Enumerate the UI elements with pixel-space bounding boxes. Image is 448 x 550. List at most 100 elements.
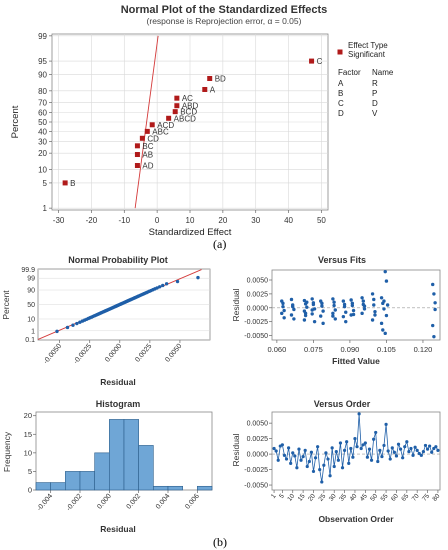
effects-x-tick-label: 50 bbox=[317, 216, 326, 225]
effect-point-label: BD bbox=[215, 74, 226, 83]
legend-effect-type-title: Effect Type bbox=[348, 41, 388, 50]
hist-ylabel: Frequency bbox=[2, 431, 12, 472]
order-point bbox=[386, 449, 390, 453]
order-point bbox=[421, 450, 426, 454]
order-point bbox=[318, 467, 322, 472]
order-point bbox=[274, 449, 278, 453]
npp-point bbox=[155, 286, 159, 290]
effects-y-tick-label: 60 bbox=[38, 109, 47, 118]
fits-point bbox=[382, 307, 386, 311]
npp-x-tick-label: -0.0025 bbox=[73, 343, 94, 366]
hist-bar bbox=[109, 419, 125, 491]
npp-points bbox=[55, 275, 200, 334]
order-point bbox=[372, 437, 376, 441]
fits-point bbox=[292, 307, 296, 312]
npp-x-tick-label: 0.0050 bbox=[164, 343, 183, 364]
order-x-tick-label: 15 bbox=[297, 492, 307, 502]
fits-point bbox=[321, 309, 325, 313]
effect-point-label: ACD bbox=[157, 121, 174, 130]
effects-x-tick-label: -10 bbox=[119, 216, 131, 225]
fits-point bbox=[372, 303, 376, 307]
fits-title: Versus Fits bbox=[318, 255, 366, 265]
npp-y-tick-label: 0.1 bbox=[25, 337, 35, 344]
order-point bbox=[324, 451, 328, 455]
effects-title: Normal Plot of the Standardized Effects bbox=[121, 4, 328, 16]
fits-point bbox=[311, 301, 316, 305]
order-point bbox=[363, 441, 367, 445]
order-xlabel: Observation Order bbox=[318, 514, 394, 524]
order-x-tick-label: 35 bbox=[338, 492, 348, 502]
hist-y-tick-label: 0 bbox=[28, 486, 32, 495]
fits-x-tick-label: 0.105 bbox=[377, 345, 396, 354]
order-point bbox=[311, 469, 316, 474]
fits-y-tick-label: 0.0000 bbox=[247, 305, 269, 312]
npp-ylabel: Percent bbox=[1, 290, 11, 320]
order-point bbox=[338, 441, 343, 445]
order-x-tick-label: 65 bbox=[400, 492, 410, 502]
fits-y-tick-label: 0.0050 bbox=[247, 278, 269, 285]
effects-grid bbox=[52, 34, 328, 210]
order-point bbox=[411, 453, 415, 457]
effects-y-tick-label: 1 bbox=[43, 204, 48, 213]
npp-point bbox=[157, 285, 162, 289]
npp-y-tick-label: 1 bbox=[31, 328, 35, 335]
hist-bar bbox=[167, 485, 183, 491]
order-point bbox=[394, 454, 399, 458]
fits-point bbox=[351, 308, 356, 313]
hist-bar bbox=[50, 482, 66, 491]
fits-y-tick-label: 0.0025 bbox=[247, 291, 269, 298]
order-point bbox=[390, 446, 394, 450]
order-point bbox=[299, 458, 303, 462]
legend-factor-header: Factor bbox=[338, 68, 361, 77]
effects-y-tick-label: 30 bbox=[38, 137, 47, 146]
fits-xlabel: Fitted Value bbox=[332, 356, 380, 366]
fits-point bbox=[305, 305, 309, 309]
hist-bar bbox=[35, 482, 51, 491]
fits-points bbox=[280, 269, 437, 339]
fits-point bbox=[332, 303, 336, 308]
npp-point bbox=[196, 275, 200, 280]
order-point bbox=[405, 440, 409, 444]
order-point bbox=[280, 443, 284, 447]
effect-point-label: AC bbox=[182, 94, 193, 103]
caption-a: (a) bbox=[213, 237, 227, 251]
fits-point bbox=[302, 298, 307, 303]
fits-point bbox=[384, 279, 389, 283]
effect-point bbox=[144, 128, 150, 134]
order-point bbox=[316, 445, 320, 449]
npp-point bbox=[78, 320, 82, 324]
order-x-tick-label: 25 bbox=[317, 492, 327, 502]
order-x-tick-label: 75 bbox=[421, 492, 431, 502]
effect-point bbox=[134, 152, 140, 158]
fits-point bbox=[382, 299, 386, 303]
effects-y-tick-label: 10 bbox=[38, 165, 47, 174]
fits-point bbox=[383, 331, 387, 336]
order-point bbox=[430, 450, 434, 454]
order-point bbox=[428, 444, 432, 448]
legend-significant-marker bbox=[337, 49, 343, 55]
effect-point-label: BCD bbox=[180, 108, 197, 117]
order-x-tick-label: 50 bbox=[369, 492, 379, 502]
hist-bar bbox=[123, 419, 139, 491]
fits-plot-area bbox=[271, 269, 441, 341]
fits-x-tick-label: 0.090 bbox=[341, 345, 360, 354]
fits-point bbox=[332, 300, 336, 304]
order-x-tick-label: 30 bbox=[328, 492, 338, 502]
order-x-tick-label: 1 bbox=[270, 492, 278, 500]
effect-point bbox=[202, 86, 208, 92]
order-point bbox=[398, 447, 403, 451]
order-point bbox=[330, 446, 334, 450]
fits-point bbox=[344, 310, 348, 314]
order-x-tick-label: 20 bbox=[307, 492, 317, 502]
hist-y-tick-label: 20 bbox=[24, 411, 32, 420]
fits-point bbox=[372, 297, 376, 302]
legend-factor-d: D bbox=[338, 109, 344, 118]
effect-point-label: BC bbox=[142, 142, 153, 151]
order-point bbox=[303, 448, 307, 452]
order-point bbox=[396, 442, 401, 446]
effects-x-tick-label: 40 bbox=[284, 216, 293, 225]
order-point bbox=[305, 464, 309, 469]
fits-point bbox=[342, 304, 347, 309]
fits-point bbox=[302, 318, 307, 322]
npp-x-tick-label: 0.0000 bbox=[104, 343, 123, 364]
